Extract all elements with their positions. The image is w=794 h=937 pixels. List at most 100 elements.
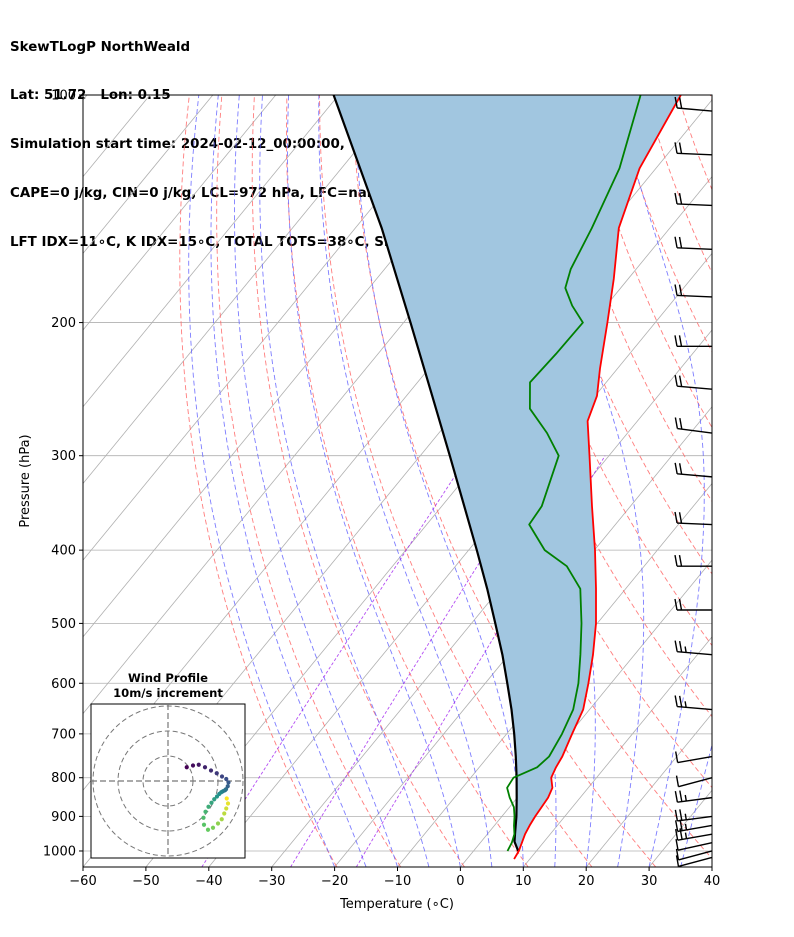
barb-flag [678, 598, 683, 611]
wind-barb [674, 555, 712, 567]
wind-barb [674, 598, 712, 611]
y-tick-label: 400 [51, 544, 76, 559]
hodograph-point [212, 797, 217, 802]
isotherm-line [522, 636, 712, 867]
barb-staff [677, 841, 713, 851]
barb-staff [677, 650, 713, 656]
y-tick-label: 500 [51, 617, 76, 632]
barb-flag [674, 236, 678, 248]
barb-flag [678, 640, 683, 653]
barb-flag [678, 695, 683, 708]
wind-barb [674, 236, 713, 251]
barb-flag [679, 809, 683, 821]
barb-flag [674, 809, 679, 822]
hodograph-point [224, 806, 229, 811]
temperature-line [513, 95, 682, 860]
barb-half-flag [684, 823, 688, 830]
hodograph-point [202, 765, 208, 770]
wind-barb [674, 751, 713, 764]
y-tick-label: 900 [51, 810, 76, 825]
y-tick-label: 1000 [43, 844, 76, 859]
parcel-profile-line [332, 95, 520, 852]
barb-flag [674, 598, 678, 611]
hodograph-point [209, 800, 214, 805]
barb-flag [678, 284, 683, 296]
hodograph-point [196, 762, 201, 767]
barb-flag [675, 775, 680, 787]
moist-adiabat [522, 95, 645, 867]
hodograph-point [206, 804, 211, 809]
hodograph-point [190, 763, 196, 768]
hodograph-inset [90, 703, 246, 859]
hodograph-point [222, 811, 227, 816]
dry-adiabat [319, 95, 593, 867]
barb-flag [678, 463, 683, 475]
barb-staff [677, 755, 713, 764]
x-tick-label: −10 [384, 874, 411, 889]
isotherm-line [83, 95, 465, 561]
isotherm-line [711, 866, 712, 867]
x-tick-label: 30 [641, 874, 658, 889]
barb-flag [675, 839, 679, 851]
barb-staff [677, 203, 713, 207]
barb-flag [679, 790, 683, 802]
isotherm-line [585, 712, 712, 867]
dry-adiabat [644, 95, 712, 274]
barb-flag [674, 375, 678, 387]
moist-adiabat [210, 95, 367, 867]
y-tick-label: 200 [51, 316, 76, 331]
barb-flag [678, 555, 683, 567]
wind-barb [674, 284, 713, 298]
barb-staff [677, 522, 713, 526]
mixing-ratio-line [201, 455, 469, 867]
barb-flag [674, 192, 678, 205]
hodograph-point [219, 774, 225, 779]
barb-flag [679, 819, 683, 831]
wind-barb [674, 511, 713, 526]
barb-staff [677, 385, 713, 390]
dry-adiabat [179, 95, 338, 867]
wind-barb [674, 335, 712, 348]
wind-barb [674, 375, 713, 390]
hodograph-point [224, 796, 229, 801]
barb-half-flag [684, 794, 687, 802]
moist-adiabat [615, 95, 705, 867]
moist-adiabat [188, 95, 336, 867]
barb-flag [674, 417, 679, 429]
moist-adiabat [259, 95, 430, 867]
barb-staff [677, 824, 713, 833]
hodograph-point [205, 827, 211, 832]
hodograph-subtitle: 10m/s increment [113, 686, 223, 700]
barb-flag [674, 142, 678, 154]
x-tick-label: 20 [578, 874, 595, 889]
wind-barb [674, 695, 713, 711]
wind-barb [674, 819, 713, 833]
barb-staff [678, 850, 713, 861]
barb-flag [674, 791, 679, 803]
moist-adiabat [680, 742, 712, 867]
barb-flag [678, 193, 683, 205]
hodograph-point [208, 768, 214, 773]
barb-half-flag [684, 701, 687, 708]
cape-cin-area [333, 95, 681, 851]
wind-barb [674, 417, 713, 434]
barb-half-flag [684, 813, 687, 820]
barb-half-flag [684, 646, 687, 653]
wind-barb [675, 775, 713, 788]
barb-flag [678, 142, 683, 154]
isotherm-line [397, 482, 712, 867]
x-tick-label: −40 [195, 874, 222, 889]
isotherm-line [334, 406, 712, 867]
moist-adiabat [354, 95, 524, 867]
barb-staff [678, 856, 713, 868]
dry-adiabat [775, 95, 794, 867]
x-axis-ticks: −60 −50 −40 −30 −20 −10 0 10 20 30 40 [69, 867, 720, 889]
moist-adiabat [287, 95, 461, 867]
wind-barb [675, 848, 713, 861]
hodograph-title: Wind Profile [128, 671, 208, 685]
hodograph-point [214, 794, 220, 799]
barb-flag [675, 855, 680, 867]
y-tick-label: 600 [51, 677, 76, 692]
dry-adiabat [286, 95, 529, 867]
barb-staff [677, 796, 713, 803]
